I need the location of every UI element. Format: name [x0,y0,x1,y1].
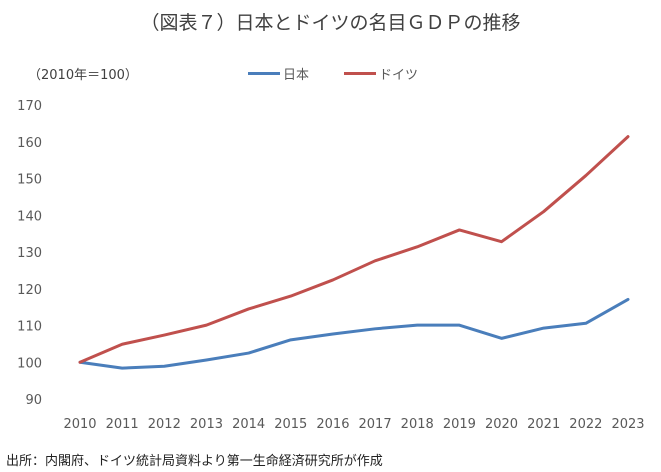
legend-label-germany: ドイツ [379,68,419,83]
series-line-japan [78,297,630,370]
x-tick-label: 2023 [611,417,644,432]
y-tick-label: 120 [17,283,42,298]
y-tick-label: 170 [17,99,42,114]
x-tick-label: 2013 [190,417,223,432]
legend-swatch-germany [344,72,376,75]
x-tick-label: 2021 [527,417,560,432]
y-axis-unit-label: （2010年＝100） [28,68,138,83]
y-tick-label: 140 [17,209,42,224]
x-tick-label: 2011 [106,417,139,432]
y-tick-label: 160 [17,136,42,151]
x-tick-label: 2010 [63,417,96,432]
legend-label-japan: 日本 [283,68,310,83]
x-tick-label: 2020 [485,417,518,432]
source-note: 出所：内閣府、ドイツ統計局資料より第一生命経済研究所が作成 [6,454,383,469]
x-tick-label: 2022 [569,417,602,432]
x-tick-label: 2019 [443,417,476,432]
y-tick-label: 90 [25,393,42,408]
y-tick-label: 100 [17,356,42,371]
x-tick-label: 2017 [359,417,392,432]
x-tick-label: 2015 [274,417,307,432]
y-tick-label: 130 [17,246,42,261]
legend-item-japan: 日本 [248,64,309,83]
legend-swatch-japan [248,72,280,75]
x-tick-label: 2016 [316,417,349,432]
y-tick-label: 150 [17,173,42,188]
x-tick-label: 2014 [232,417,265,432]
legend-item-germany: ドイツ [344,64,418,83]
series-line-germany [78,135,630,364]
x-tick-label: 2018 [401,417,434,432]
chart-title: （図表７）日本とドイツの名目ＧＤＰの推移 [140,12,521,34]
x-tick-label: 2012 [148,417,181,432]
y-tick-label: 110 [17,320,42,335]
